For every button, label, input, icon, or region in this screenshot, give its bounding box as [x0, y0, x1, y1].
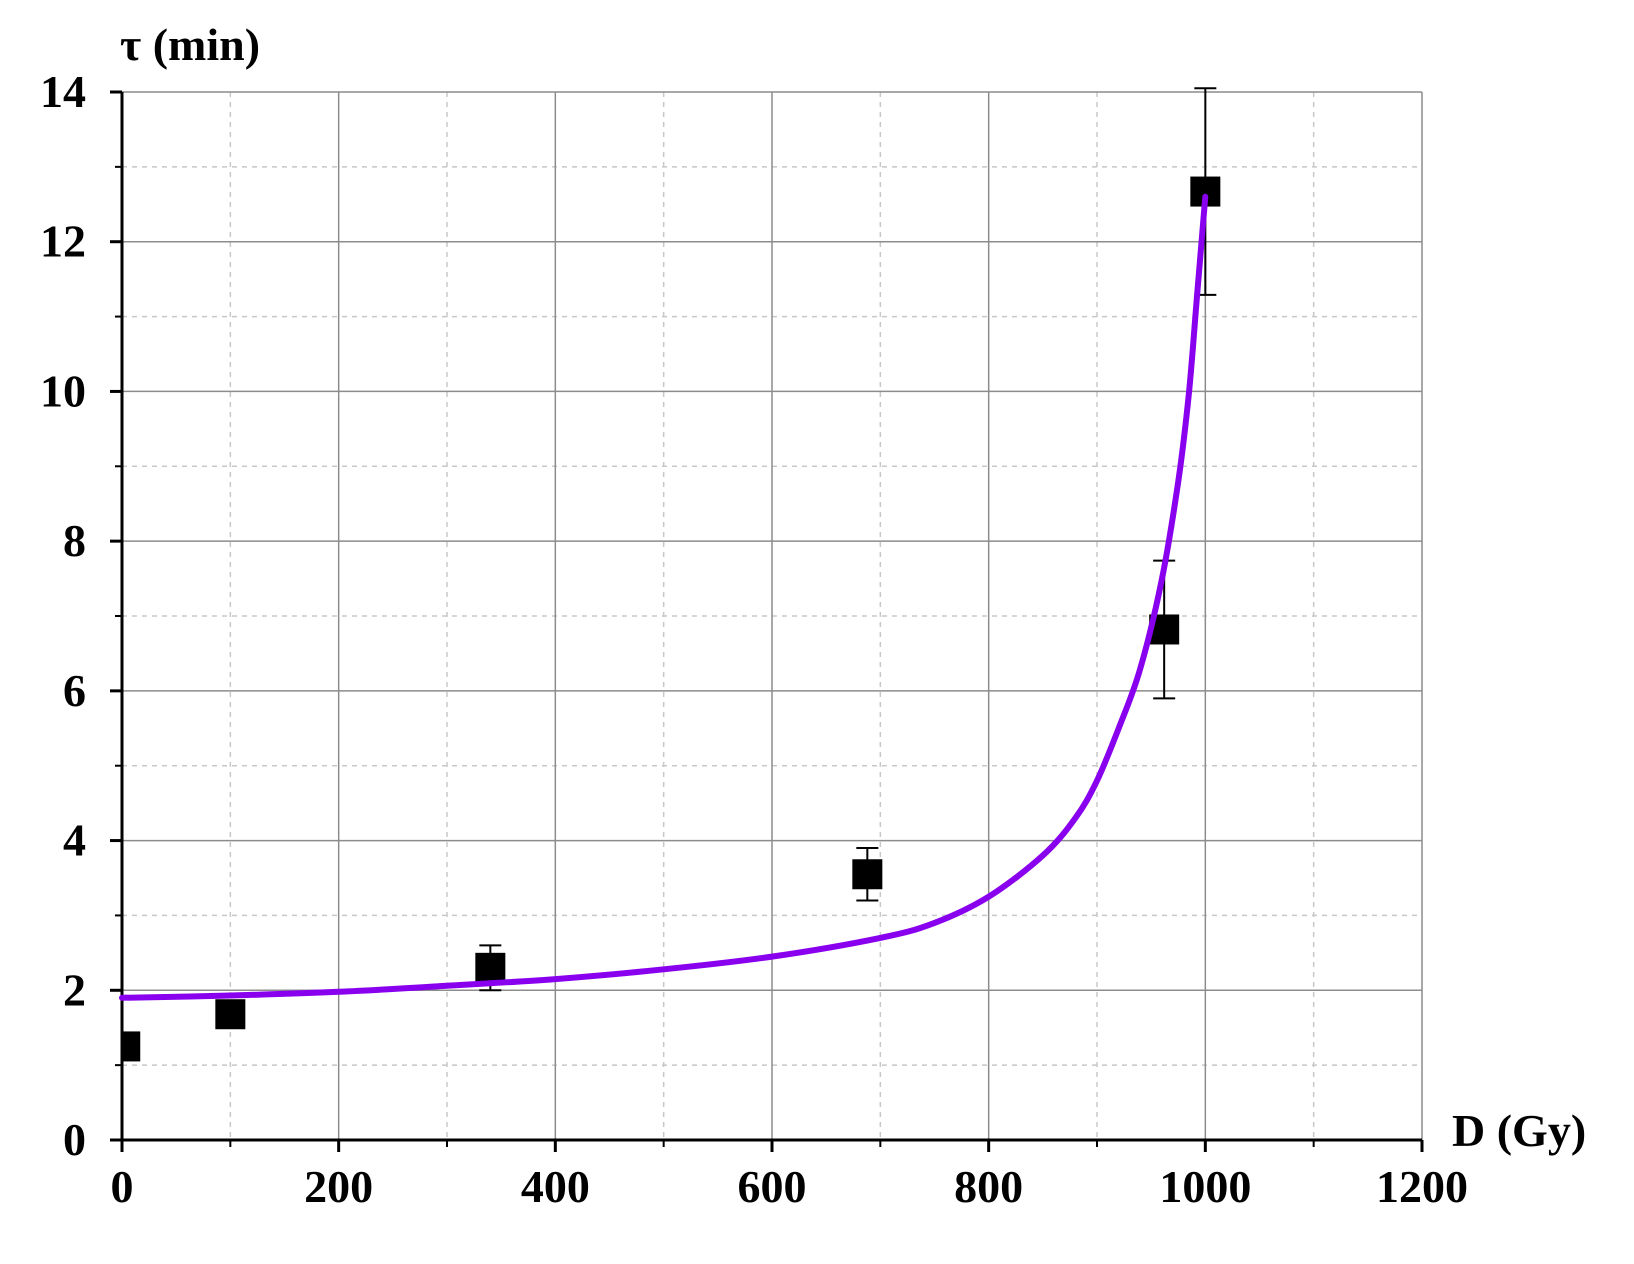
- x-tick-label: 800: [954, 1161, 1023, 1212]
- x-tick-label: 400: [521, 1161, 590, 1212]
- tick-labels: 0 200 400 600 800 1000 1200 0 2 4 6 8 10 12 14: [40, 66, 1468, 1212]
- y-axis-title: τ (min): [120, 19, 260, 70]
- y-tick-label: 8: [63, 515, 86, 566]
- y-tick-label: 10: [40, 365, 86, 416]
- x-tick-label: 1000: [1159, 1161, 1251, 1212]
- data-point: [122, 1031, 141, 1062]
- x-tick-label: 600: [738, 1161, 807, 1212]
- y-tick-label: 0: [63, 1114, 86, 1165]
- y-tick-label: 12: [40, 216, 86, 267]
- data-point: [215, 999, 246, 1030]
- x-tick-label: 1200: [1376, 1161, 1468, 1212]
- major-grid: [122, 91, 1423, 1140]
- y-tick-label: 4: [63, 815, 86, 866]
- error-bars: [479, 87, 1217, 992]
- x-tick-label: 200: [304, 1161, 373, 1212]
- data-markers: [122, 176, 1221, 1062]
- x-axis-title: D (Gy): [1452, 1105, 1586, 1156]
- ticks: [110, 90, 1424, 1152]
- data-point: [475, 952, 506, 983]
- y-tick-label: 2: [63, 964, 86, 1015]
- y-tick-label: 6: [63, 665, 86, 716]
- x-tick-label: 0: [111, 1161, 134, 1212]
- fit-curve: [119, 193, 1209, 1001]
- y-tick-label: 14: [40, 66, 86, 117]
- data-point: [852, 859, 883, 890]
